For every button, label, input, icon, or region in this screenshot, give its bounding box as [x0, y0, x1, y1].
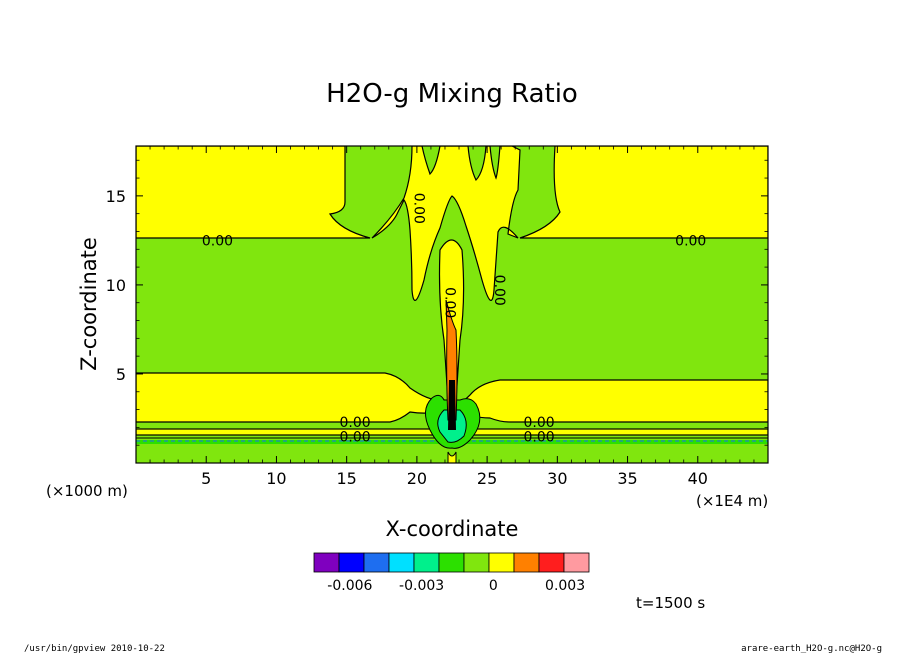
y-tick-label: 10 [106, 276, 126, 295]
colorbar: -0.006 -0.003 0 0.003 [313, 552, 590, 594]
x-axis-ticks: 5 10 15 20 25 30 35 40 [149, 146, 755, 488]
x-tick-label: 20 [407, 469, 427, 488]
x-unit-left: (×1000 m) [46, 482, 128, 500]
colorbar-swatch [388, 552, 415, 573]
y-tick-label: 15 [106, 187, 126, 206]
colorbar-swatch [413, 552, 440, 573]
contour-label: 0.00 [202, 233, 233, 249]
x-axis-label: X-coordinate [386, 517, 519, 541]
y-axis-ticks: 5 10 15 [106, 159, 768, 446]
contour-central-upper-yellow [371, 146, 521, 301]
x-tick-label: 40 [688, 469, 708, 488]
colorbar-tick-label: -0.003 [399, 578, 444, 594]
colorbar-swatch [438, 552, 465, 573]
footer-right: arare-earth_H2O-g.nc@H2O-g [741, 644, 882, 654]
x-tick-label: 5 [201, 469, 211, 488]
contour-plot-area: 0.00 0.000.000.000.000.000.000.000.00 [136, 146, 768, 463]
footer-left: /usr/bin/gpview 2010-10-22 [24, 644, 165, 654]
x-tick-label: 10 [266, 469, 286, 488]
contour-core-dense [448, 380, 456, 430]
contour-label: 0.00 [523, 415, 554, 431]
x-unit-right: (×1E4 m) [696, 492, 768, 510]
x-tick-label: 30 [547, 469, 567, 488]
contour-label: 0.00 [523, 429, 554, 445]
x-tick-label: 25 [477, 469, 497, 488]
colorbar-swatch [538, 552, 565, 573]
contour-label: 0.00 [340, 429, 371, 445]
colorbar-tick-label: -0.006 [327, 578, 372, 594]
x-tick-label: 35 [617, 469, 637, 488]
contour-label: 0.00 [491, 275, 507, 306]
contour-label: 0.00 [675, 233, 706, 249]
colorbar-swatch [563, 552, 590, 573]
plot-frame [135, 145, 769, 464]
x-tick-label: 15 [336, 469, 356, 488]
contour-upper-left-yellow [136, 146, 371, 239]
colorbar-swatch [513, 552, 540, 573]
contour-label: 0.00 [340, 415, 371, 431]
contour-lower-right-yellow [459, 379, 768, 423]
contour-upper-right-yellow [519, 146, 768, 239]
contour-label: 0.00 [442, 287, 458, 318]
colorbar-tick-label: 0.003 [545, 578, 585, 594]
colorbar-swatch [463, 552, 490, 573]
colorbar-tick-label: 0 [489, 578, 498, 594]
colorbar-swatch [363, 552, 390, 573]
colorbar-swatch [488, 552, 515, 573]
contour-base-spike [447, 451, 457, 463]
contour-lower-left-yellow [136, 372, 445, 423]
contour-label-group: 0.00 0.000.000.000.000.000.000.000.00 [202, 193, 706, 446]
colorbar-swatch [338, 552, 365, 573]
colorbar-swatch [313, 552, 340, 573]
chart-title: H2O-g Mixing Ratio [326, 79, 578, 109]
time-annotation: t=1500 s [636, 594, 705, 612]
y-tick-label: 5 [116, 365, 126, 384]
y-axis-label: Z-coordinate [77, 237, 101, 371]
contour-label: 0.00 [411, 193, 427, 224]
